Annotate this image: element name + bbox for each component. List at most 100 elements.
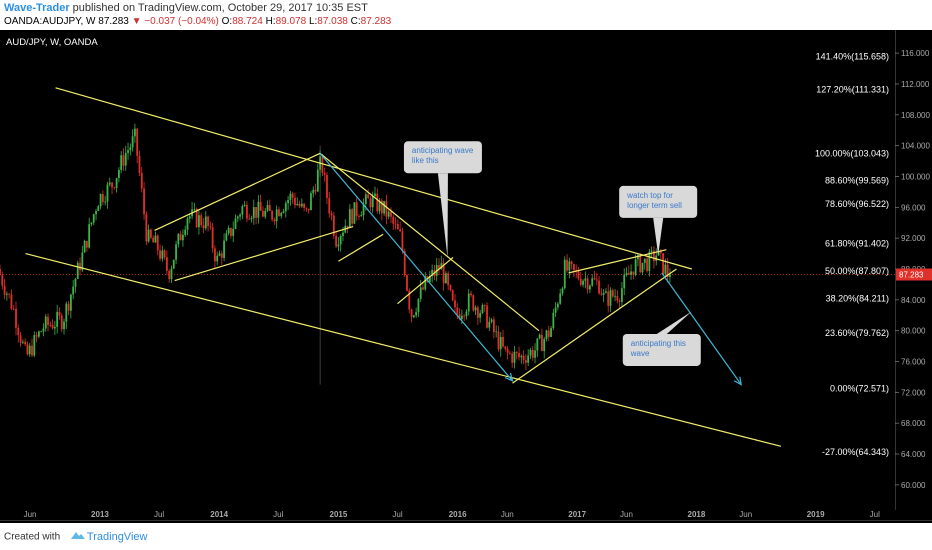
author-link[interactable]: Wave-Trader <box>4 2 70 14</box>
candle-down <box>454 300 456 308</box>
candle-up <box>282 211 285 213</box>
candle-up <box>186 218 189 230</box>
tradingview-brand[interactable]: TradingView <box>86 531 148 543</box>
candle-down <box>159 250 161 259</box>
candle-down <box>321 156 324 174</box>
candle-down <box>486 305 488 328</box>
candle-up <box>131 136 134 148</box>
callout-pointer <box>437 173 448 258</box>
candle-down <box>248 218 251 220</box>
fib-level-label: 78.60%(96.522) <box>825 199 889 209</box>
candle-down <box>476 307 479 318</box>
candle-down <box>47 316 49 326</box>
candle-up <box>250 218 253 220</box>
candle-up <box>490 319 493 322</box>
candle-up <box>424 276 427 290</box>
callout-box <box>403 141 482 174</box>
quote-line: OANDA:AUDJPY, W 87.283 ▼ −0.037 (−0.04%)… <box>4 16 391 27</box>
candle-down <box>195 208 198 228</box>
candle-up <box>520 355 523 358</box>
candle-up <box>529 349 532 356</box>
candle-up <box>266 205 269 211</box>
candle-up <box>614 295 616 297</box>
time-tick-label: Jun <box>620 510 633 519</box>
candle-up <box>252 207 255 219</box>
candle-down <box>396 223 399 230</box>
candle-down <box>150 229 152 238</box>
candle-up <box>641 262 644 273</box>
callout-text: anticipating this <box>631 339 686 348</box>
candle-up <box>415 312 418 316</box>
candle-up <box>120 155 123 170</box>
candle-up <box>28 345 31 355</box>
price-tick-label: 64.000 <box>901 450 926 459</box>
candle-down <box>380 200 383 214</box>
callout-text: wave <box>630 349 650 358</box>
candle-up <box>236 216 239 219</box>
candle-down <box>179 233 182 241</box>
candle-up <box>53 326 56 329</box>
candle-down <box>246 204 248 219</box>
candle-down <box>659 251 662 254</box>
candle-down <box>483 305 486 306</box>
candle-down <box>305 207 308 209</box>
candle-down <box>214 248 216 262</box>
candle-up <box>474 307 477 311</box>
candle-down <box>458 313 461 320</box>
callout-pointer <box>653 217 664 256</box>
created-with-label: Created with <box>4 531 61 543</box>
candle-down <box>632 271 635 275</box>
candle-down <box>10 294 13 309</box>
candle-down <box>79 262 81 271</box>
candle-down <box>547 330 550 337</box>
candle-up <box>108 182 111 185</box>
candle-up <box>591 278 594 286</box>
candle-down <box>472 295 475 311</box>
candle-down <box>122 155 125 166</box>
candle-down <box>291 193 294 198</box>
candle-down <box>303 203 306 208</box>
time-tick-label: Jul <box>273 510 283 519</box>
candle-up <box>479 312 482 318</box>
price-tick-label: 76.000 <box>901 358 926 367</box>
callout-text: anticipating wave <box>412 146 474 155</box>
price-chart[interactable]: AUD/JPY, W, OANDA anticipating wavelike … <box>0 30 932 523</box>
candle-up <box>280 212 283 217</box>
candle-down <box>598 280 600 294</box>
candle-down <box>492 319 495 333</box>
candle-up <box>643 258 646 263</box>
time-tick-label: 2016 <box>449 510 467 519</box>
candle-down <box>323 173 326 175</box>
publish-line: Wave-Trader published on TradingView.com… <box>4 2 368 14</box>
candle-up <box>117 169 120 179</box>
candle-down <box>570 261 573 265</box>
arrow-head <box>733 376 742 386</box>
open-label: O: <box>221 16 233 27</box>
candle-up <box>353 202 356 224</box>
candle-up <box>172 259 175 269</box>
candle-up <box>106 184 109 202</box>
candle-up <box>289 193 292 200</box>
close-label: C: <box>350 16 361 27</box>
price-tick-label: 68.000 <box>901 419 926 428</box>
candle-up <box>188 216 191 219</box>
candle-up <box>296 203 299 206</box>
price-tick-label: 84.000 <box>901 296 926 305</box>
candle-down <box>140 173 143 189</box>
price-tick-label: 60.000 <box>901 481 926 490</box>
price-tick-label: 104.000 <box>901 142 930 151</box>
candle-up <box>216 255 219 262</box>
candle-up <box>634 259 637 275</box>
fib-level-label: 38.20%(84.211) <box>826 294 889 304</box>
change-value: −0.037 (−0.04%) <box>144 16 219 27</box>
candle-up <box>605 291 607 293</box>
candle-up <box>623 274 626 289</box>
candle-down <box>332 215 335 236</box>
callout-text: watch top for <box>626 191 673 200</box>
trend-line <box>397 256 454 305</box>
candle-down <box>593 278 596 280</box>
candle-down <box>385 201 388 217</box>
tradingview-logo-icon <box>70 531 85 543</box>
time-tick-label: 2015 <box>330 510 348 519</box>
candle-up <box>300 203 303 207</box>
